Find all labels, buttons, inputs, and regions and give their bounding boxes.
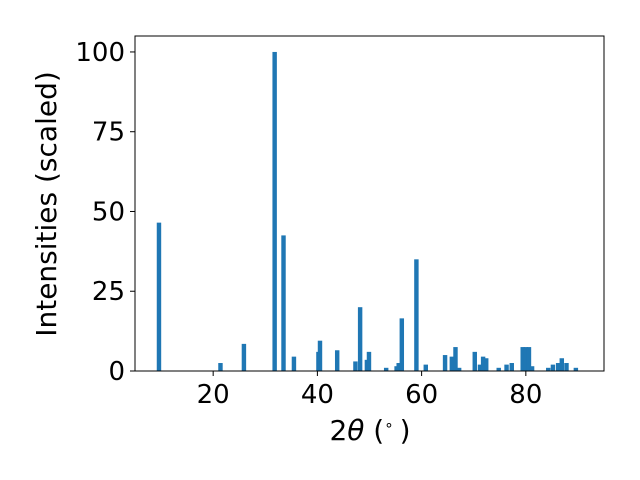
x-tick-label: 40 [301,380,334,410]
bar [291,356,297,371]
bar [564,363,569,371]
bar [366,351,372,371]
bar [520,347,525,371]
bar [241,343,247,371]
bar [477,364,483,371]
bar [529,366,535,371]
y-tick-label: 25 [92,277,125,307]
x-tick-label: 60 [405,380,438,410]
x-axis-label: 2θ (∘) [329,414,410,447]
bar [573,367,579,371]
y-tick-label: 75 [92,118,125,148]
bar [453,347,458,371]
bar [449,356,455,371]
y-tick-label: 0 [108,357,125,387]
bar [357,307,363,371]
bar-series [156,51,579,371]
bar [456,367,462,371]
bar [509,363,514,371]
y-tick-label: 100 [75,38,125,68]
y-axis-ticks: 0 25 50 75 100 [75,38,135,387]
y-tick-label: 50 [92,197,125,227]
bar [480,356,486,371]
bar [334,350,340,371]
bar [504,364,509,371]
bar [281,235,286,371]
bar [472,351,477,371]
x-axis-ticks: 20 40 60 80 [197,371,542,410]
bar [546,367,551,371]
y-axis-label: Intensities (scaled) [30,71,63,337]
bar [399,318,405,371]
plot-frame [134,35,605,372]
bar [523,347,529,371]
bar [423,364,428,371]
bar [383,367,389,371]
bar [353,361,358,371]
bar [559,358,565,371]
bar [496,367,501,371]
bar [550,364,556,371]
bar [396,363,401,371]
bar [272,51,277,371]
bar [414,259,419,371]
bar [484,358,489,371]
x-tick-label: 20 [197,380,230,410]
bar [317,340,323,371]
bar [218,363,223,371]
x-tick-label: 80 [509,380,542,410]
bar [442,355,448,371]
bar [156,222,162,371]
bar [526,347,532,371]
bar [555,363,561,371]
